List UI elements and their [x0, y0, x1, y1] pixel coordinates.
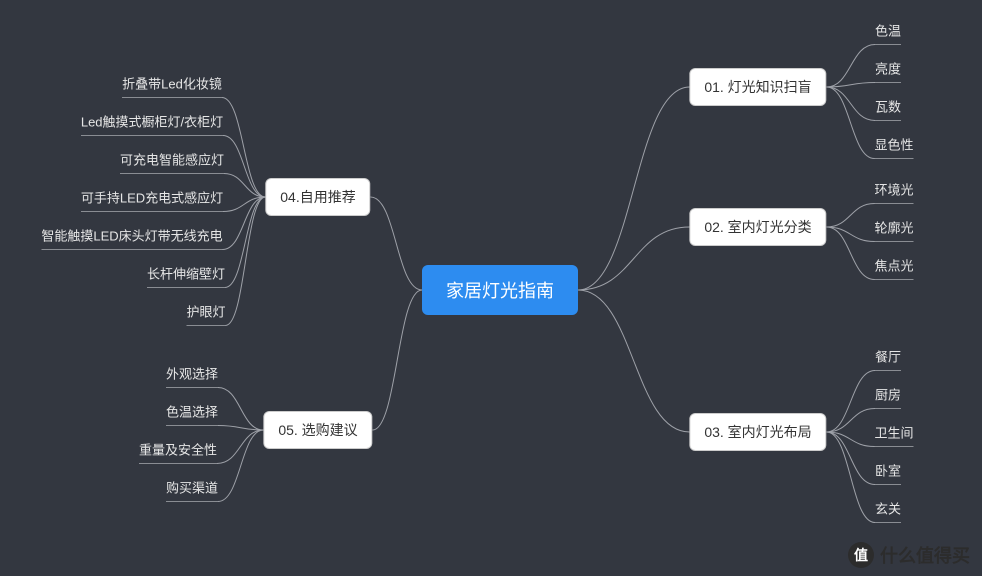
node-label: 玄关 [875, 499, 901, 518]
node-label: 05. 选购建议 [278, 420, 357, 440]
node-label: 02. 室内灯光分类 [704, 217, 811, 237]
mindmap-node-n01[interactable]: 01. 灯光知识扫盲 [689, 68, 826, 106]
node-label: 瓦数 [875, 97, 901, 116]
mindmap-node-n03e[interactable]: 玄关 [875, 499, 901, 518]
mindmap-node-n02a[interactable]: 环境光 [874, 180, 913, 199]
node-label: 轮廓光 [874, 218, 913, 237]
mindmap-node-n03c[interactable]: 卫生间 [874, 423, 913, 442]
node-label: 环境光 [874, 180, 913, 199]
mindmap-node-n03[interactable]: 03. 室内灯光布局 [689, 413, 826, 451]
mindmap-node-n02[interactable]: 02. 室内灯光分类 [689, 208, 826, 246]
mindmap-node-n04b[interactable]: Led触摸式橱柜灯/衣柜灯 [81, 112, 223, 131]
watermark: 值 什么值得买 [848, 542, 970, 568]
node-label: 显色性 [874, 135, 913, 154]
node-label: 厨房 [875, 385, 901, 404]
mindmap-node-n04[interactable]: 04.自用推荐 [265, 178, 370, 216]
watermark-text: 什么值得买 [880, 542, 970, 568]
node-label: 重量及安全性 [139, 440, 217, 459]
mindmap-node-n05a[interactable]: 外观选择 [166, 364, 218, 383]
node-label: 亮度 [875, 59, 901, 78]
mindmap-node-n04e[interactable]: 智能触摸LED床头灯带无线充电 [41, 226, 222, 245]
mindmap-node-n02c[interactable]: 焦点光 [874, 256, 913, 275]
node-label: 可充电智能感应灯 [120, 150, 224, 169]
node-label: 卧室 [875, 461, 901, 480]
mindmap-node-n02b[interactable]: 轮廓光 [874, 218, 913, 237]
mindmap-node-n04f[interactable]: 长杆伸缩壁灯 [147, 264, 225, 283]
node-label: 色温选择 [166, 402, 218, 421]
node-label: 03. 室内灯光布局 [704, 422, 811, 442]
mindmap-node-n04c[interactable]: 可充电智能感应灯 [120, 150, 224, 169]
node-label: 焦点光 [874, 256, 913, 275]
mindmap-node-n05b[interactable]: 色温选择 [166, 402, 218, 421]
node-label: 色温 [875, 21, 901, 40]
node-label: 家居灯光指南 [446, 277, 554, 303]
mindmap-node-n01d[interactable]: 显色性 [874, 135, 913, 154]
mindmap-node-n03a[interactable]: 餐厅 [875, 347, 901, 366]
mindmap-node-n03d[interactable]: 卧室 [875, 461, 901, 480]
node-label: 外观选择 [166, 364, 218, 383]
watermark-badge-icon: 值 [848, 542, 874, 568]
mindmap-node-n03b[interactable]: 厨房 [875, 385, 901, 404]
node-label: 可手持LED充电式感应灯 [81, 188, 223, 207]
mindmap-node-n04g[interactable]: 护眼灯 [186, 302, 225, 321]
mindmap-node-n04d[interactable]: 可手持LED充电式感应灯 [81, 188, 223, 207]
mindmap-node-n05[interactable]: 05. 选购建议 [263, 411, 372, 449]
node-label: 餐厅 [875, 347, 901, 366]
mindmap-node-n04a[interactable]: 折叠带Led化妆镜 [122, 74, 222, 93]
node-label: 折叠带Led化妆镜 [122, 74, 222, 93]
mindmap-canvas: 值 什么值得买 家居灯光指南 01. 灯光知识扫盲 色温亮度瓦数显色性 02. 室内灯… [0, 0, 982, 576]
mindmap-node-n01a[interactable]: 色温 [875, 21, 901, 40]
node-label: 购买渠道 [166, 478, 218, 497]
node-label: 04.自用推荐 [280, 187, 355, 207]
node-label: 卫生间 [874, 423, 913, 442]
mindmap-node-n05d[interactable]: 购买渠道 [166, 478, 218, 497]
node-label: 智能触摸LED床头灯带无线充电 [41, 226, 222, 245]
mindmap-node-root[interactable]: 家居灯光指南 [422, 265, 578, 315]
mindmap-node-n05c[interactable]: 重量及安全性 [139, 440, 217, 459]
node-label: 长杆伸缩壁灯 [147, 264, 225, 283]
node-label: Led触摸式橱柜灯/衣柜灯 [81, 112, 223, 131]
mindmap-node-n01b[interactable]: 亮度 [875, 59, 901, 78]
node-label: 护眼灯 [186, 302, 225, 321]
node-label: 01. 灯光知识扫盲 [704, 77, 811, 97]
mindmap-node-n01c[interactable]: 瓦数 [875, 97, 901, 116]
